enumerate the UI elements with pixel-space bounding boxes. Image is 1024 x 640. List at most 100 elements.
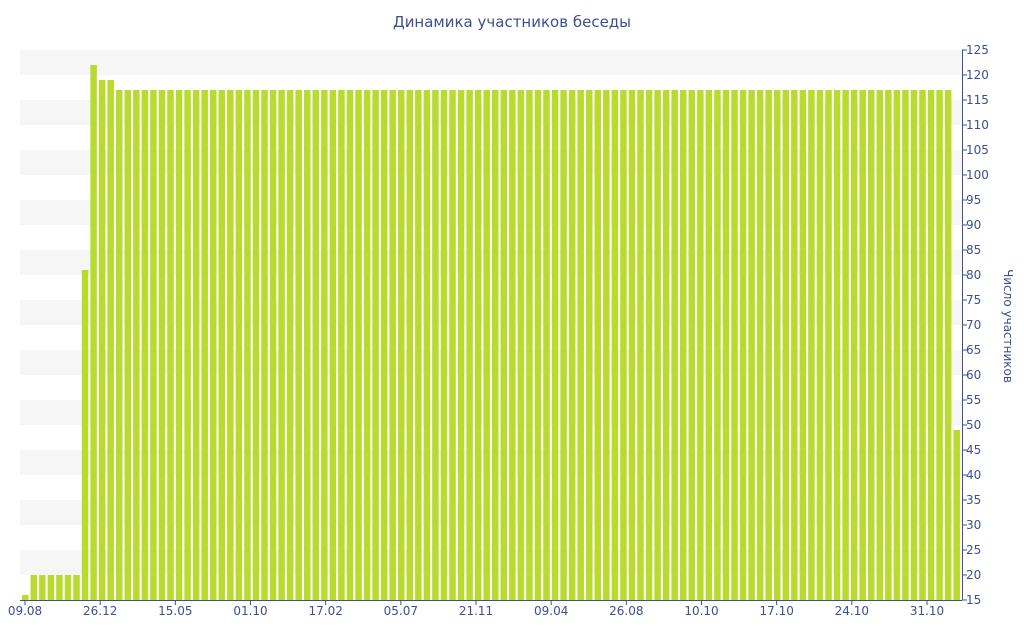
x-tick-label: 09.08 — [8, 604, 42, 618]
bar — [355, 90, 362, 600]
y-tick-label: 60 — [966, 368, 981, 382]
bar — [859, 90, 866, 600]
bar — [551, 90, 559, 600]
bar — [141, 90, 149, 600]
y-tick-label: 100 — [966, 168, 989, 182]
y-tick-label: 95 — [966, 193, 981, 207]
bar — [312, 90, 320, 600]
bar — [415, 90, 422, 600]
bar — [868, 90, 875, 600]
y-tick-label: 30 — [966, 518, 981, 532]
bar — [218, 90, 226, 600]
bars — [22, 65, 960, 600]
bar — [98, 80, 106, 600]
bar — [81, 270, 89, 600]
bar — [885, 90, 892, 600]
bar — [705, 90, 713, 600]
bar — [808, 90, 815, 600]
bar — [714, 90, 721, 600]
x-tick-label: 10.10 — [684, 604, 718, 618]
bar — [603, 90, 610, 600]
y-tick-label: 120 — [966, 68, 989, 82]
bar — [765, 90, 772, 600]
bar — [184, 90, 191, 600]
bar — [560, 90, 567, 600]
bar — [389, 90, 396, 600]
bar — [919, 90, 926, 600]
x-tick-label: 24.10 — [835, 604, 869, 618]
bar — [295, 90, 302, 600]
y-tick-label: 45 — [966, 443, 981, 457]
bar — [816, 90, 824, 600]
bar — [261, 90, 268, 600]
bar — [782, 90, 790, 600]
bar — [492, 90, 499, 600]
bar — [252, 90, 260, 600]
bar — [620, 90, 627, 600]
grid-band — [20, 50, 962, 75]
bar — [842, 90, 849, 600]
bar — [175, 90, 183, 600]
bar — [577, 90, 584, 600]
x-tick-label: 15.05 — [158, 604, 192, 618]
y-tick-label: 50 — [966, 418, 981, 432]
bar — [201, 90, 208, 600]
bar — [645, 90, 653, 600]
bar — [850, 90, 858, 600]
bar — [953, 430, 960, 600]
x-tick-label: 01.10 — [233, 604, 267, 618]
y-tick-label: 105 — [966, 143, 989, 157]
bar — [133, 90, 140, 600]
bar — [500, 90, 508, 600]
bar — [825, 90, 832, 600]
bar — [466, 90, 473, 600]
bar — [192, 90, 200, 600]
bar — [39, 575, 46, 600]
bar — [731, 90, 738, 600]
bar — [509, 90, 516, 600]
bar — [47, 575, 55, 600]
bar — [432, 90, 439, 600]
bar — [791, 90, 798, 600]
bar — [90, 65, 97, 600]
y-tick-label: 115 — [966, 93, 989, 107]
bar — [167, 90, 174, 600]
bar — [30, 575, 38, 600]
x-tick-label: 21.11 — [459, 604, 493, 618]
x-tick-label: 31.10 — [910, 604, 944, 618]
y-tick-label: 125 — [966, 43, 989, 57]
bar — [722, 90, 730, 600]
bar — [158, 90, 166, 600]
bar — [440, 90, 448, 600]
bar — [338, 90, 345, 600]
y-tick-label: 90 — [966, 218, 981, 232]
bar — [286, 90, 294, 600]
bar — [363, 90, 371, 600]
y-axis-ticks: 15 20 25 30 35 40 45 50 55 60 65 70 75 80 85 90 95 100 105… — [962, 43, 989, 607]
bar — [227, 90, 234, 600]
bar — [398, 90, 405, 600]
bar — [893, 90, 901, 600]
bar — [833, 90, 841, 600]
y-tick-label: 20 — [966, 568, 981, 582]
bar — [150, 90, 157, 600]
bar — [64, 575, 72, 600]
bar — [22, 595, 29, 600]
bar — [346, 90, 354, 600]
bar — [321, 90, 328, 600]
bar — [594, 90, 602, 600]
bar — [483, 90, 490, 600]
bar — [543, 90, 550, 600]
bar — [688, 90, 696, 600]
y-tick-label: 55 — [966, 393, 981, 407]
y-tick-label: 25 — [966, 543, 981, 557]
bar — [244, 90, 251, 600]
y-tick-label: 85 — [966, 243, 981, 257]
bar — [611, 90, 619, 600]
bar — [628, 90, 636, 600]
y-tick-label: 35 — [966, 493, 981, 507]
bar — [278, 90, 285, 600]
bar — [586, 90, 593, 600]
bar — [739, 90, 747, 600]
bar — [799, 90, 807, 600]
